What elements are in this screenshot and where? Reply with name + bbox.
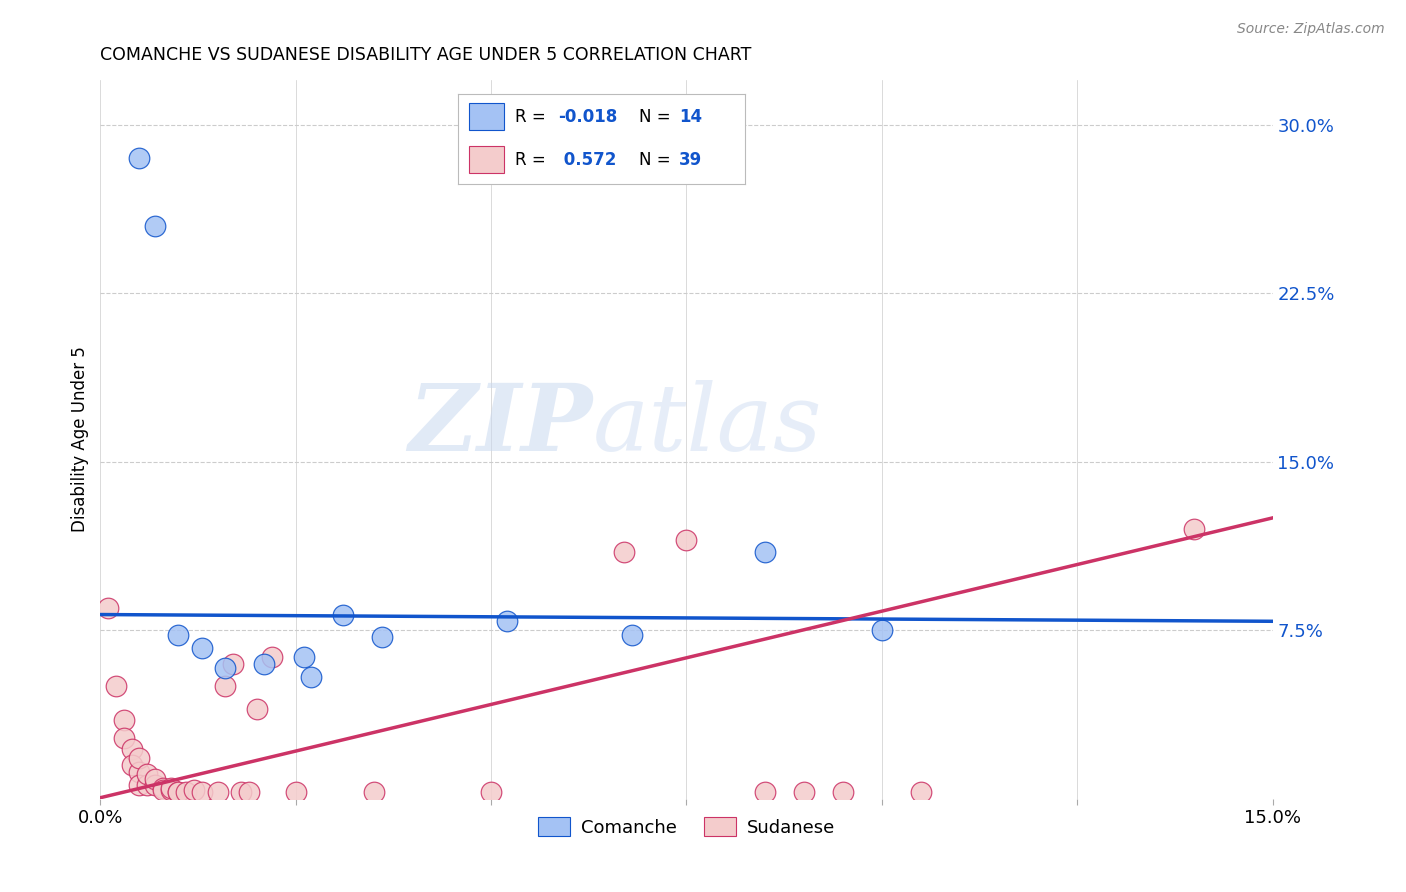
Point — [191, 785, 214, 799]
Point — [143, 772, 166, 786]
Point — [121, 742, 143, 756]
Point — [910, 785, 932, 799]
Point — [152, 782, 174, 797]
Point — [214, 680, 236, 694]
Point — [121, 758, 143, 772]
Point — [112, 731, 135, 746]
Point — [292, 650, 315, 665]
Point — [754, 785, 776, 799]
Point — [229, 785, 252, 799]
Text: Source: ZipAtlas.com: Source: ZipAtlas.com — [1237, 22, 1385, 37]
Point — [332, 607, 354, 622]
Point — [284, 785, 307, 799]
Point — [246, 702, 269, 716]
Point — [613, 544, 636, 558]
Point — [370, 630, 392, 644]
Point — [238, 785, 260, 799]
Point — [299, 671, 322, 685]
Point — [143, 778, 166, 792]
Point — [675, 533, 697, 548]
Point — [870, 624, 893, 638]
Text: atlas: atlas — [593, 380, 823, 470]
Point — [167, 785, 190, 799]
Point — [262, 650, 284, 665]
Point — [183, 782, 205, 797]
Point — [143, 219, 166, 233]
Point — [214, 661, 236, 675]
Text: ZIP: ZIP — [408, 380, 593, 470]
Y-axis label: Disability Age Under 5: Disability Age Under 5 — [72, 346, 89, 533]
Point — [222, 657, 245, 671]
Point — [159, 780, 181, 795]
Point — [253, 657, 276, 671]
Point — [167, 785, 190, 799]
Point — [136, 767, 159, 781]
Point — [620, 628, 643, 642]
Point — [167, 628, 190, 642]
Point — [754, 544, 776, 558]
Point — [159, 782, 181, 797]
Point — [363, 785, 385, 799]
Point — [152, 780, 174, 795]
Point — [495, 615, 517, 629]
Point — [207, 785, 229, 799]
Point — [112, 713, 135, 727]
Point — [479, 785, 502, 799]
Point — [97, 600, 120, 615]
Point — [104, 680, 127, 694]
Point — [1182, 522, 1205, 536]
Point — [128, 764, 150, 779]
Point — [831, 785, 853, 799]
Point — [128, 151, 150, 165]
Point — [793, 785, 815, 799]
Point — [128, 751, 150, 765]
Point — [176, 785, 198, 799]
Point — [191, 641, 214, 656]
Point — [136, 778, 159, 792]
Text: COMANCHE VS SUDANESE DISABILITY AGE UNDER 5 CORRELATION CHART: COMANCHE VS SUDANESE DISABILITY AGE UNDE… — [100, 46, 752, 64]
Point — [128, 778, 150, 792]
Legend: Comanche, Sudanese: Comanche, Sudanese — [530, 810, 842, 844]
